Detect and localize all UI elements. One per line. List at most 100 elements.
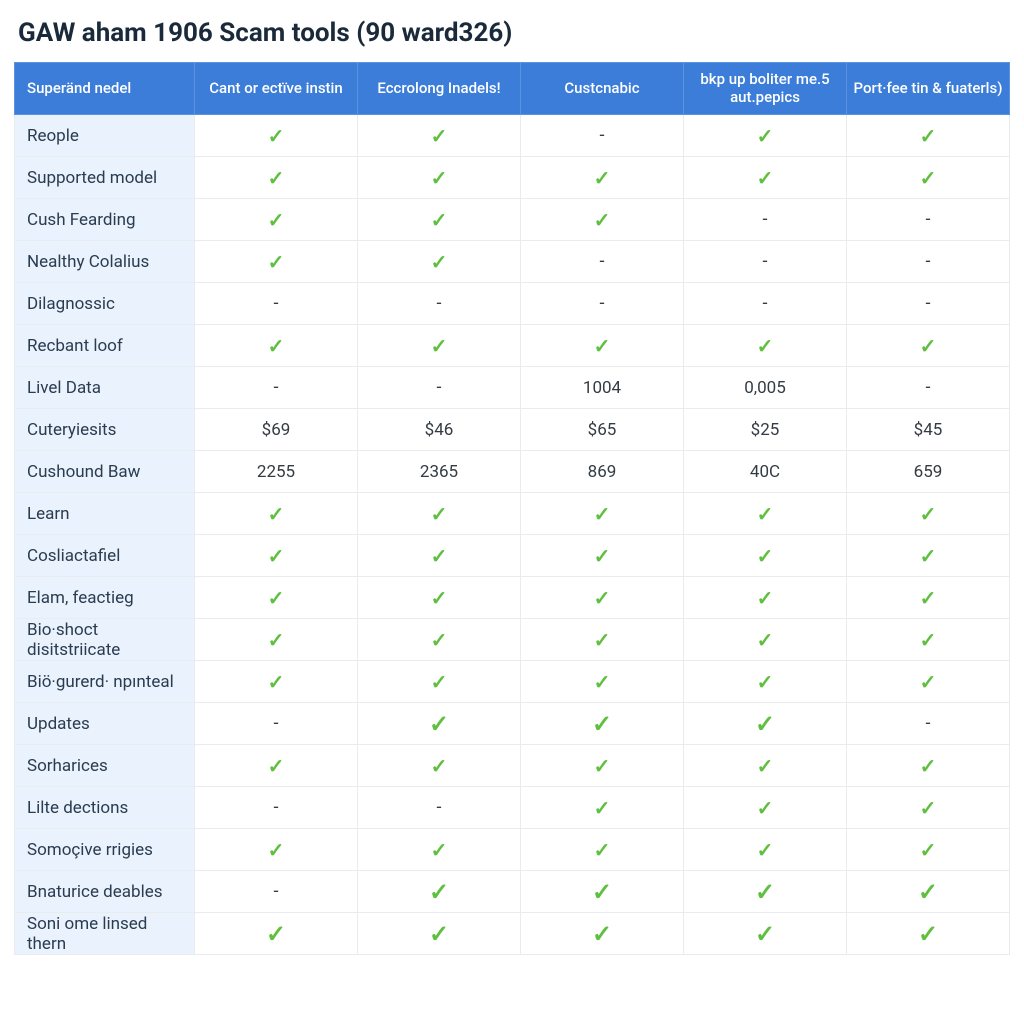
feature-cell: ✓	[847, 661, 1010, 703]
product-column-header: Custcnabic	[521, 63, 684, 115]
check-icon: ✓	[920, 586, 937, 610]
check-icon: ✓	[268, 250, 285, 274]
feature-cell: ✓	[521, 829, 684, 871]
feature-label: Sorharices	[15, 745, 195, 787]
check-icon: ✓	[594, 670, 611, 694]
feature-cell: ✓	[847, 745, 1010, 787]
feature-cell: ✓	[358, 577, 521, 619]
check-icon: ✓	[268, 334, 285, 358]
check-icon: ✓	[266, 920, 286, 948]
check-icon: ✓	[920, 670, 937, 694]
feature-cell: -	[521, 283, 684, 325]
product-column-header: bkp up boliter me.5 aut.pepics	[684, 63, 847, 115]
feature-cell: ✓	[195, 115, 358, 157]
feature-cell: -	[521, 115, 684, 157]
feature-cell: -	[521, 241, 684, 283]
product-column-header: Port·fee tin & fuaterls)	[847, 63, 1010, 115]
feature-label: Dilagnossic	[15, 283, 195, 325]
feature-cell: ✓	[358, 871, 521, 913]
feature-label: Learn	[15, 493, 195, 535]
dash-icon: -	[763, 251, 768, 272]
feature-cell: ✓	[358, 619, 521, 661]
feature-cell: ✓	[358, 325, 521, 367]
check-icon: ✓	[431, 586, 448, 610]
table-row: Updates-✓✓✓-	[15, 703, 1010, 745]
check-icon: ✓	[431, 628, 448, 652]
feature-cell: ✓	[847, 619, 1010, 661]
check-icon: ✓	[920, 124, 937, 148]
feature-label: Nealthy Colalius	[15, 241, 195, 283]
feature-cell: ✓	[684, 577, 847, 619]
feature-cell: ✓	[521, 745, 684, 787]
check-icon: ✓	[268, 502, 285, 526]
feature-cell: ✓	[195, 157, 358, 199]
check-icon: ✓	[431, 754, 448, 778]
feature-cell: 659	[847, 451, 1010, 493]
feature-label: Cush Fearding	[15, 199, 195, 241]
feature-cell: ✓	[521, 661, 684, 703]
check-icon: ✓	[918, 920, 938, 948]
check-icon: ✓	[920, 754, 937, 778]
check-icon: ✓	[920, 628, 937, 652]
check-icon: ✓	[920, 796, 937, 820]
feature-cell: ✓	[358, 115, 521, 157]
feature-cell: ✓	[684, 157, 847, 199]
feature-cell: 869	[521, 451, 684, 493]
check-icon: ✓	[594, 628, 611, 652]
feature-cell: ✓	[684, 829, 847, 871]
feature-cell: -	[847, 199, 1010, 241]
check-icon: ✓	[594, 838, 611, 862]
check-icon: ✓	[592, 920, 612, 948]
feature-cell: ✓	[684, 535, 847, 577]
dash-icon: -	[763, 293, 768, 314]
table-row: Lilte dections--✓✓✓	[15, 787, 1010, 829]
feature-label: Cushound Baw	[15, 451, 195, 493]
table-row: Biö·gurerd· npınteal✓✓✓✓✓	[15, 661, 1010, 703]
check-icon: ✓	[431, 250, 448, 274]
check-icon: ✓	[431, 334, 448, 358]
table-header-row: Superänd nedelCant or ectïve instinEccro…	[15, 63, 1010, 115]
table-row: Somoçive rrigies✓✓✓✓✓	[15, 829, 1010, 871]
feature-cell: $46	[358, 409, 521, 451]
feature-cell: ✓	[195, 577, 358, 619]
feature-cell: ✓	[195, 493, 358, 535]
dash-icon: -	[274, 293, 279, 314]
table-row: Elam, feactieg✓✓✓✓✓	[15, 577, 1010, 619]
feature-cell: ✓	[195, 661, 358, 703]
feature-cell: ✓	[684, 115, 847, 157]
feature-cell: -	[684, 283, 847, 325]
dash-icon: -	[926, 377, 931, 398]
feature-cell: -	[847, 703, 1010, 745]
check-icon: ✓	[594, 586, 611, 610]
feature-cell: ✓	[684, 493, 847, 535]
feature-cell: ✓	[847, 829, 1010, 871]
feature-cell: 40C	[684, 451, 847, 493]
feature-cell: ✓	[847, 115, 1010, 157]
feature-label: Livel Data	[15, 367, 195, 409]
check-icon: ✓	[757, 124, 774, 148]
check-icon: ✓	[431, 502, 448, 526]
feature-cell: ✓	[358, 241, 521, 283]
feature-cell: ✓	[684, 325, 847, 367]
feature-cell: ✓	[521, 535, 684, 577]
feature-cell: -	[195, 283, 358, 325]
table-row: Livel Data--10040,005-	[15, 367, 1010, 409]
feature-cell: ✓	[521, 199, 684, 241]
dash-icon: -	[600, 251, 605, 272]
feature-cell: ✓	[521, 619, 684, 661]
check-icon: ✓	[268, 166, 285, 190]
feature-cell: ✓	[358, 829, 521, 871]
check-icon: ✓	[431, 670, 448, 694]
check-icon: ✓	[429, 920, 449, 948]
feature-label: Reople	[15, 115, 195, 157]
table-row: Reople✓✓-✓✓	[15, 115, 1010, 157]
check-icon: ✓	[757, 670, 774, 694]
feature-cell: ✓	[847, 535, 1010, 577]
feature-label: Cuteryiesits	[15, 409, 195, 451]
feature-cell: -	[684, 199, 847, 241]
feature-cell: ✓	[847, 787, 1010, 829]
check-icon: ✓	[757, 754, 774, 778]
feature-label: Soni ome linsed thern	[15, 913, 195, 955]
feature-cell: $65	[521, 409, 684, 451]
check-icon: ✓	[920, 502, 937, 526]
